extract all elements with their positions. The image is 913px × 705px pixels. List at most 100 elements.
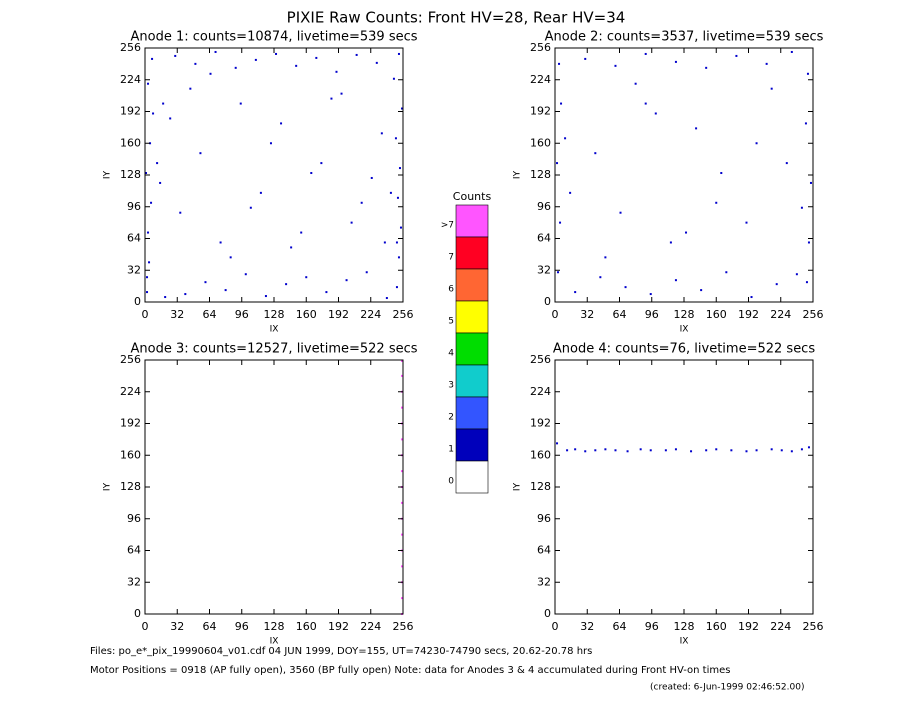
count-dot	[624, 286, 627, 289]
count-dot	[370, 176, 373, 179]
count-dot	[335, 70, 338, 73]
count-dot	[584, 57, 587, 60]
color-cell	[455, 204, 489, 238]
plot-frame	[144, 47, 404, 303]
count-dot	[574, 291, 577, 294]
x-axis-label: IX	[680, 637, 689, 647]
x-tick-label: 64	[613, 308, 627, 321]
x-tick-label: 192	[328, 308, 349, 321]
y-tick-label: 192	[530, 105, 551, 118]
x-axis-label: IX	[270, 637, 279, 647]
panel-title: Anode 2: counts=3537, livetime=539 secs	[545, 30, 824, 45]
x-tick-label: 64	[203, 308, 217, 321]
count-dot	[179, 211, 182, 214]
panel-title: Anode 3: counts=12527, livetime=522 secs	[130, 342, 417, 357]
count-dot	[340, 92, 343, 95]
count-dot	[164, 296, 167, 299]
x-tick-label: 256	[803, 620, 824, 633]
count-dot	[395, 241, 398, 244]
count-dot	[604, 448, 607, 451]
count-dot	[280, 122, 283, 125]
y-tick-label: 256	[530, 353, 551, 366]
count-dot	[685, 231, 688, 234]
color-cell	[455, 364, 489, 398]
x-tick-label: 0	[552, 620, 559, 633]
count-dot	[725, 271, 728, 274]
count-dot	[254, 58, 257, 61]
count-dot	[745, 450, 748, 453]
x-tick-label: 32	[580, 620, 594, 633]
count-dot	[735, 54, 738, 57]
count-dot	[234, 66, 237, 69]
count-dot	[229, 256, 232, 259]
y-tick-label: 160	[120, 136, 141, 149]
count-dot	[146, 276, 149, 279]
count-dot	[674, 448, 677, 451]
count-dot	[305, 276, 308, 279]
count-dot	[755, 142, 758, 145]
count-dot	[654, 112, 657, 115]
count-dot	[360, 201, 363, 204]
count-dot	[715, 201, 718, 204]
y-tick-label: 160	[530, 448, 551, 461]
x-tick-label: 256	[393, 308, 414, 321]
count-dot	[315, 56, 318, 59]
x-tick-label: 0	[142, 308, 149, 321]
plot-frame	[144, 359, 404, 615]
count-dot	[664, 449, 667, 452]
count-dot	[345, 279, 348, 282]
y-tick-label: 32	[127, 263, 141, 276]
x-tick-label: 96	[645, 620, 659, 633]
files-note: Files: po_e*_pix_19990604_v01.cdf 04 JUN…	[90, 646, 592, 657]
plot-frame	[554, 47, 814, 303]
count-dot	[145, 172, 148, 175]
count-dot	[269, 142, 272, 145]
count-dot	[146, 291, 149, 294]
y-axis-label: IY	[513, 170, 523, 179]
count-dot	[765, 62, 768, 65]
x-tick-label: 256	[803, 308, 824, 321]
count-dot	[720, 172, 723, 175]
count-dot	[389, 191, 392, 194]
count-dot	[219, 241, 222, 244]
y-tick-label: 224	[120, 73, 141, 86]
count-dot	[392, 77, 395, 80]
count-dot	[355, 53, 358, 56]
count-dot	[807, 241, 810, 244]
y-tick-label: 0	[544, 607, 551, 620]
count-dot	[151, 57, 154, 60]
count-dot	[770, 448, 773, 451]
count-dot	[400, 107, 403, 110]
count-dot	[556, 162, 559, 165]
colorbar-label: >7	[441, 221, 454, 231]
count-dot	[295, 64, 298, 67]
count-dot	[614, 449, 617, 452]
colorbar-title: Counts	[453, 190, 492, 203]
y-tick-label: 192	[120, 417, 141, 430]
count-dot	[148, 261, 151, 264]
count-dot	[639, 448, 642, 451]
count-dot	[669, 241, 672, 244]
x-tick-label: 128	[264, 308, 285, 321]
x-tick-label: 96	[235, 308, 249, 321]
count-dot	[156, 162, 159, 165]
count-dot	[400, 359, 403, 362]
color-cell	[455, 332, 489, 366]
count-dot	[674, 60, 677, 63]
count-dot	[400, 470, 403, 473]
color-cell	[455, 300, 489, 334]
x-tick-label: 224	[360, 308, 381, 321]
count-dot	[705, 66, 708, 69]
count-dot	[330, 97, 333, 100]
count-dot	[644, 52, 647, 55]
count-dot	[558, 62, 561, 65]
count-dot	[350, 221, 353, 224]
count-dot	[649, 449, 652, 452]
count-dot	[199, 152, 202, 155]
y-tick-label: 0	[544, 295, 551, 308]
x-tick-label: 128	[674, 620, 695, 633]
count-dot	[259, 191, 262, 194]
x-tick-label: 224	[360, 620, 381, 633]
y-tick-label: 256	[120, 41, 141, 54]
count-dot	[626, 450, 629, 453]
